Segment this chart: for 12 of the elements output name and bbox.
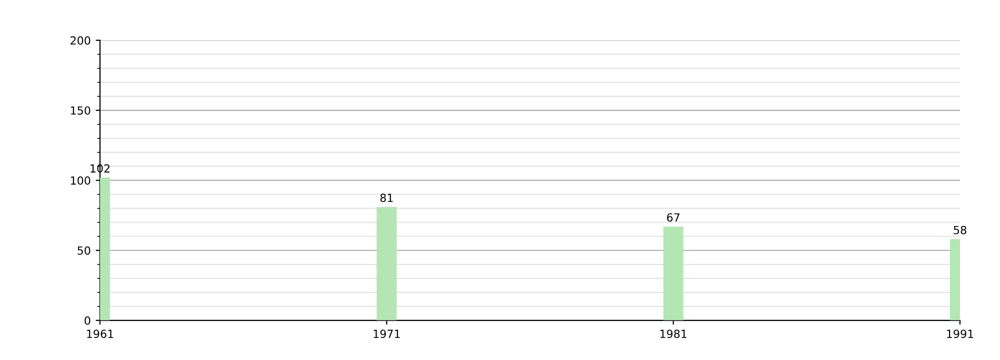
x-tick-label: 1981: [660, 330, 686, 338]
x-tick-label: 1961: [87, 330, 114, 338]
data-label: 58: [954, 226, 966, 234]
y-tick-label: 200: [70, 36, 90, 45]
y-tick-label: 150: [70, 106, 90, 115]
y-tick-label: 0: [84, 316, 90, 325]
x-tick-label: 1971: [374, 330, 400, 338]
y-tick-label: 50: [78, 246, 90, 255]
y-tick-label: 100: [70, 176, 90, 185]
data-label: 67: [667, 213, 680, 222]
data-label: 81: [380, 194, 393, 202]
x-tick-label: 1991: [947, 330, 974, 338]
